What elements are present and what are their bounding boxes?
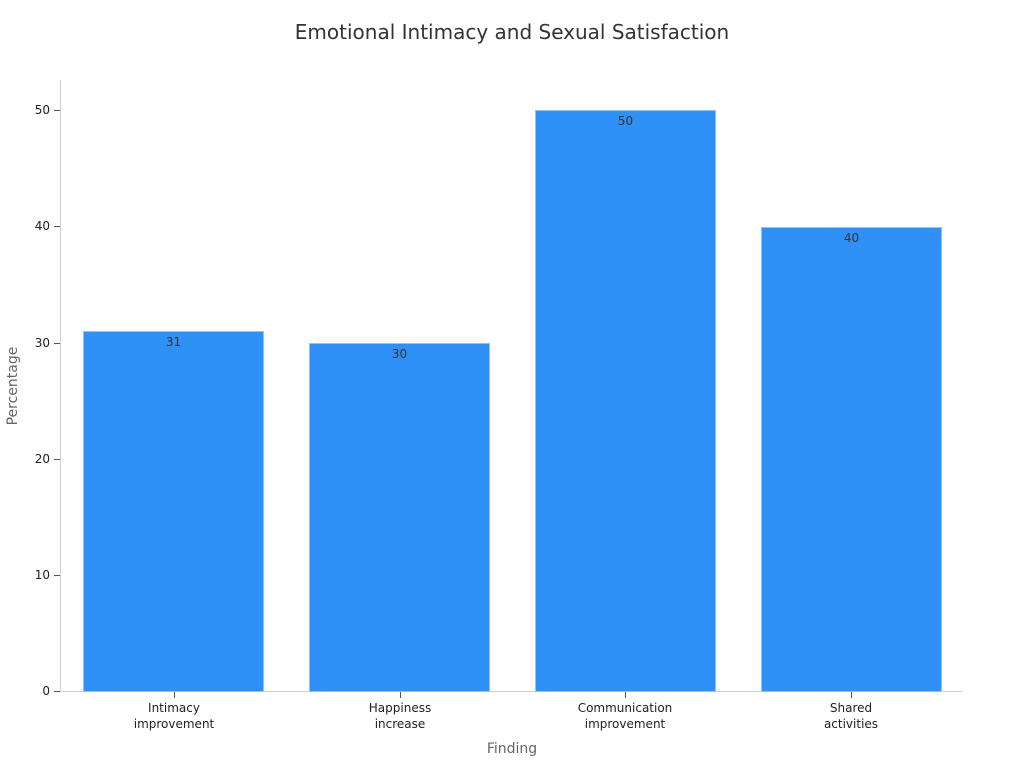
- bar-happiness-increase: 30: [309, 343, 490, 692]
- bar-value-label: 40: [843, 231, 860, 245]
- x-axis-label: Finding: [486, 741, 538, 757]
- y-axis-line: [60, 80, 61, 692]
- y-tick-40: 40: [0, 219, 60, 233]
- x-axis-line: [60, 691, 963, 692]
- x-tick-intimacy-improvement: Intimacy improvement: [84, 692, 264, 732]
- y-tick-0: 0: [0, 684, 60, 698]
- x-tick-communication-improvement: Communication improvement: [535, 692, 715, 732]
- y-tick-30: 30: [0, 336, 60, 350]
- x-tick-happiness-increase: Happiness increase: [310, 692, 490, 732]
- chart-title: Emotional Intimacy and Sexual Satisfacti…: [294, 20, 730, 44]
- y-tick-10: 10: [0, 568, 60, 582]
- y-axis-label: Percentage: [5, 346, 21, 426]
- x-tick-shared-activities: Shared activities: [761, 692, 941, 732]
- bar-intimacy-improvement: 31: [83, 331, 264, 692]
- bar-value-label: 30: [391, 347, 408, 361]
- bar-value-label: 50: [617, 114, 634, 128]
- y-tick-50: 50: [0, 103, 60, 117]
- y-tick-20: 20: [0, 452, 60, 466]
- bar-communication-improvement: 50: [535, 110, 716, 692]
- bar-shared-activities: 40: [761, 227, 942, 692]
- bar-value-label: 31: [165, 335, 182, 349]
